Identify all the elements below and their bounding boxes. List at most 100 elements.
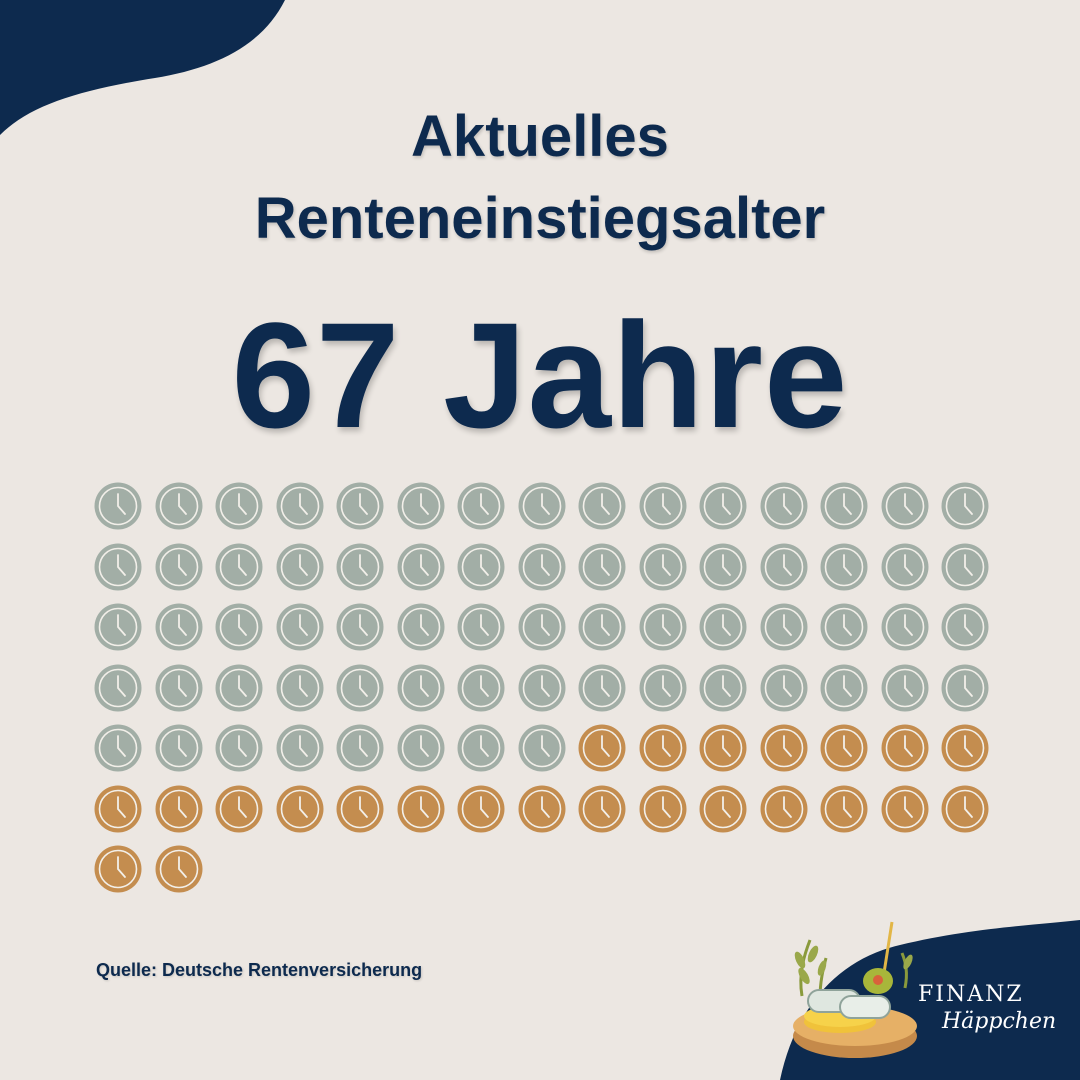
clock-icon (760, 664, 808, 712)
clock-icon (760, 603, 808, 651)
clock-icon (457, 543, 505, 591)
clock-icon (518, 724, 566, 772)
clock-icon (215, 482, 263, 530)
clock-icon (820, 482, 868, 530)
snack-logo-icon (793, 921, 917, 1058)
clock-icon (518, 664, 566, 712)
clock-icon-highlighted (881, 785, 929, 833)
clock-icon-highlighted (760, 724, 808, 772)
clock-icon (397, 724, 445, 772)
clock-icon (276, 603, 324, 651)
clock-icon-highlighted (941, 785, 989, 833)
clock-icon (941, 482, 989, 530)
clock-icon (155, 482, 203, 530)
clock-icon-highlighted (276, 785, 324, 833)
clock-icon (336, 664, 384, 712)
clock-icon (578, 482, 626, 530)
clock-icon (699, 482, 747, 530)
clock-icon (578, 664, 626, 712)
clock-icon (155, 664, 203, 712)
clock-icon (457, 724, 505, 772)
clock-icon (639, 543, 687, 591)
clock-icon (518, 603, 566, 651)
clock-icon (457, 664, 505, 712)
clock-icon (760, 543, 808, 591)
clock-icon-highlighted (215, 785, 263, 833)
clock-icon (518, 482, 566, 530)
clock-icon (397, 482, 445, 530)
clock-icon-highlighted (699, 785, 747, 833)
clock-icon-highlighted (94, 785, 142, 833)
brand-name-top: FINANZ (918, 982, 1024, 1007)
clock-icon (699, 603, 747, 651)
clock-icon (215, 603, 263, 651)
clock-icon (518, 543, 566, 591)
clock-icon (155, 724, 203, 772)
clock-icon (881, 603, 929, 651)
brand-logo: FINANZ Häppchen (918, 982, 1058, 1036)
clock-icon-highlighted (760, 785, 808, 833)
clock-icon-highlighted (336, 785, 384, 833)
clock-icon-highlighted (639, 724, 687, 772)
clock-icon (699, 543, 747, 591)
clock-grid (94, 482, 994, 893)
clock-icon (155, 543, 203, 591)
clock-icon-highlighted (397, 785, 445, 833)
clock-icon (941, 664, 989, 712)
clock-icon (397, 603, 445, 651)
clock-icon (276, 482, 324, 530)
clock-icon (820, 543, 868, 591)
title-line-2: Renteneinstiegsalter (254, 186, 826, 251)
clock-icon-highlighted (155, 785, 203, 833)
clock-icon (578, 543, 626, 591)
clock-icon (941, 543, 989, 591)
clock-icon-highlighted (155, 845, 203, 893)
clock-icon (457, 482, 505, 530)
clock-icon-highlighted (941, 724, 989, 772)
clock-icon (94, 482, 142, 530)
clock-icon-highlighted (699, 724, 747, 772)
corner-wave-top-left (0, 0, 285, 135)
clock-icon (336, 603, 384, 651)
clock-icon (155, 603, 203, 651)
clock-icon (881, 664, 929, 712)
age-headline: 67 Jahre (231, 291, 849, 459)
title-line-1: Aktuelles (411, 104, 669, 169)
clock-icon (760, 482, 808, 530)
clock-icon-highlighted (578, 785, 626, 833)
source-note: Quelle: Deutsche Rentenversicherung (96, 960, 423, 980)
clock-icon-highlighted (518, 785, 566, 833)
clock-icon (639, 603, 687, 651)
clock-icon-highlighted (881, 724, 929, 772)
clock-icon (215, 543, 263, 591)
clock-icon (820, 664, 868, 712)
clock-icon (94, 603, 142, 651)
clock-icon (639, 482, 687, 530)
clock-icon (397, 543, 445, 591)
clock-icon (336, 543, 384, 591)
clock-icon (215, 664, 263, 712)
clock-icon-highlighted (457, 785, 505, 833)
clock-icon (94, 724, 142, 772)
clock-icon (276, 724, 324, 772)
clock-icon (215, 724, 263, 772)
clock-icon (336, 482, 384, 530)
clock-icon (820, 603, 868, 651)
clock-icon (578, 603, 626, 651)
clock-icon-highlighted (94, 845, 142, 893)
clock-icon (881, 482, 929, 530)
page-title: Aktuelles Renteneinstiegsalter (0, 96, 1080, 260)
clock-icon (457, 603, 505, 651)
clock-icon (941, 603, 989, 651)
clock-icon-highlighted (820, 724, 868, 772)
clock-icon-highlighted (639, 785, 687, 833)
brand-name-sub: Häppchen (942, 1009, 1057, 1034)
clock-icon (699, 664, 747, 712)
clock-icon (336, 724, 384, 772)
clock-icon (94, 664, 142, 712)
clock-icon (276, 664, 324, 712)
clock-icon-highlighted (578, 724, 626, 772)
clock-icon (639, 664, 687, 712)
clock-icon (276, 543, 324, 591)
clock-icon (94, 543, 142, 591)
